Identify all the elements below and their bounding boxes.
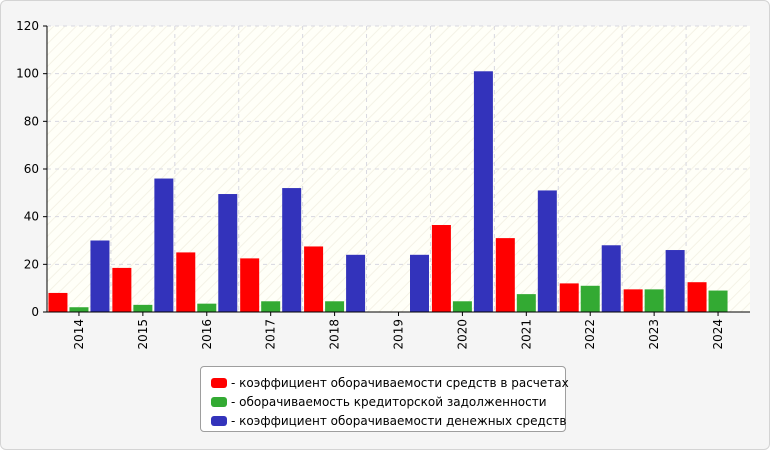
y-tick-label: 120 <box>16 19 39 33</box>
bar-2022-series-1 <box>559 283 579 312</box>
bar-2018-series-3 <box>346 254 366 312</box>
y-tick-label: 20 <box>24 257 39 271</box>
legend-swatch <box>211 415 227 426</box>
bar-2018-series-1 <box>304 246 324 312</box>
legend-label: - оборачиваемость кредиторской задолженн… <box>231 394 547 409</box>
y-tick-label: 60 <box>24 162 39 176</box>
y-tick-label: 100 <box>16 67 39 81</box>
y-tick-label: 0 <box>31 305 39 319</box>
y-tick-label: 80 <box>24 114 39 128</box>
bar-2021-series-3 <box>537 190 557 312</box>
bar-2017-series-3 <box>282 188 302 312</box>
bar-2016-series-2 <box>197 303 217 312</box>
x-tick-label: 2022 <box>583 319 597 350</box>
x-tick-label: 2020 <box>455 319 469 350</box>
bar-2015-series-2 <box>133 304 153 312</box>
bar-2024-series-2 <box>708 290 728 312</box>
bar-2020-series-3 <box>473 71 493 313</box>
x-tick-label: 2024 <box>711 319 725 350</box>
bar-2023-series-1 <box>623 289 643 312</box>
legend-item-1: - коэффициент оборачиваемости средств в … <box>211 373 569 392</box>
bar-2023-series-2 <box>644 289 664 312</box>
bar-2021-series-1 <box>495 238 515 312</box>
bar-2014-series-1 <box>48 292 68 312</box>
bar-2014-series-2 <box>69 307 89 312</box>
bar-2016-series-3 <box>218 194 238 312</box>
legend-item-2: - оборачиваемость кредиторской задолженн… <box>211 392 555 411</box>
legend-label: - коэффициент оборачиваемости денежных с… <box>231 413 567 428</box>
bar-2019-series-3 <box>410 254 429 312</box>
bar-2022-series-3 <box>601 245 621 312</box>
bar-2021-series-2 <box>516 294 536 312</box>
legend-swatch <box>211 396 227 407</box>
x-tick-label: 2016 <box>200 319 214 350</box>
legend-label: - коэффициент оборачиваемости средств в … <box>231 375 569 390</box>
bar-2020-series-2 <box>452 301 472 312</box>
bar-2022-series-2 <box>580 285 600 312</box>
x-tick-label: 2018 <box>328 319 342 350</box>
legend-swatch <box>211 377 227 388</box>
x-tick-label: 2015 <box>136 319 150 350</box>
legend-item-3: - коэффициент оборачиваемости денежных с… <box>211 411 567 430</box>
bar-2023-series-3 <box>665 250 685 312</box>
bar-2014-series-3 <box>90 240 110 312</box>
bar-2024-series-1 <box>687 282 707 312</box>
bar-2016-series-1 <box>176 252 196 312</box>
bar-2020-series-1 <box>431 225 451 312</box>
x-tick-label: 2021 <box>519 319 533 350</box>
bar-chart: 0 20 40 60 80 100 120 2014 2015 2016 2017 2018 2019 2… <box>16 19 750 350</box>
bar-2017-series-1 <box>240 258 260 312</box>
bar-2017-series-2 <box>261 301 281 312</box>
x-tick-label: 2014 <box>72 319 86 350</box>
x-tick-label: 2023 <box>647 319 661 350</box>
x-tick-label: 2019 <box>392 319 406 350</box>
legend: - коэффициент оборачиваемости средств в … <box>200 366 569 432</box>
y-tick-label: 40 <box>24 210 39 224</box>
bar-2015-series-3 <box>154 178 174 312</box>
bar-2015-series-1 <box>112 267 132 312</box>
x-tick-label: 2017 <box>264 319 278 350</box>
bar-2018-series-2 <box>325 301 345 312</box>
